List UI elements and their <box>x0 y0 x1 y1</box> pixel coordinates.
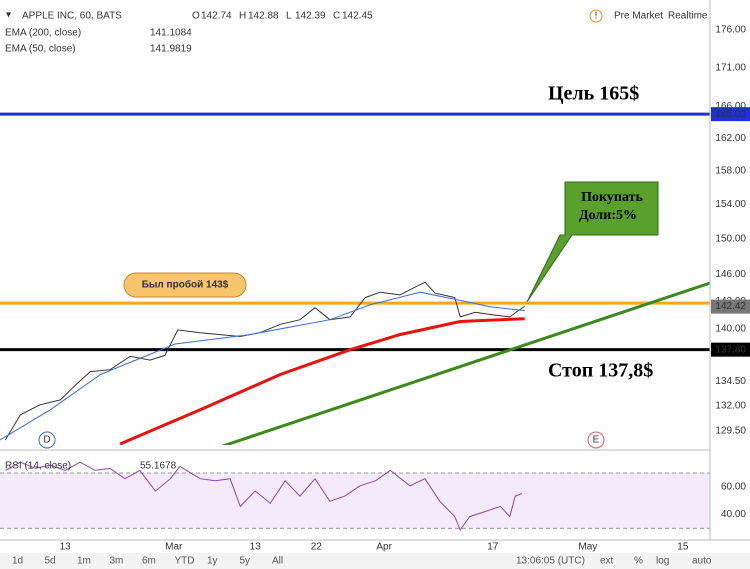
broken-callout <box>123 272 247 298</box>
legend-name: EMA (200, close) <box>5 28 81 39</box>
y-tick-label: 134.50 <box>715 376 746 387</box>
alert-icon-mark: ! <box>595 11 598 22</box>
level-label: 165.03 <box>715 109 746 120</box>
rsi-value: 55.1678 <box>140 461 177 472</box>
ohlc-value: 142.45 <box>342 11 373 22</box>
range-button[interactable]: All <box>272 556 283 567</box>
y-tick-label: 40.00 <box>721 509 746 520</box>
series-line <box>119 317 525 445</box>
ohlc-value: 142.39 <box>295 11 326 22</box>
ohlc-label: O <box>192 11 200 22</box>
event-marker[interactable] <box>587 431 605 449</box>
event-marker-label: D <box>43 435 50 446</box>
y-tick-label: 162.00 <box>715 133 746 144</box>
stop-annotation: Стоп 137,8$ <box>548 360 653 382</box>
broken-annotation: Был пробой 143$ <box>142 279 229 291</box>
event-marker[interactable] <box>38 431 56 449</box>
range-button[interactable]: 1d <box>12 556 23 567</box>
y-tick-label: 60.00 <box>721 481 746 492</box>
x-tick-label: Mar <box>165 542 183 553</box>
x-tick-label: 13 <box>60 542 72 553</box>
range-button[interactable]: YTD <box>175 556 195 567</box>
target-annotation: Цель 165$ <box>548 83 639 105</box>
ohlc-label: L <box>286 11 292 22</box>
series-line <box>0 291 525 441</box>
y-tick-label: 166.00 <box>715 101 746 112</box>
range-button[interactable]: 1m <box>77 556 91 567</box>
y-tick-label: 154.00 <box>715 199 746 210</box>
level-label-box <box>711 342 750 357</box>
option-button[interactable]: auto <box>692 556 712 567</box>
legend-value: 141.1084 <box>150 28 192 39</box>
alert-icon[interactable] <box>589 9 603 23</box>
x-tick-label: Apr <box>376 542 392 553</box>
rsi-title: RSI (14, close) <box>5 461 71 472</box>
rsi-band <box>0 473 710 529</box>
range-button[interactable]: 5d <box>45 556 56 567</box>
y-tick-label: 146.00 <box>715 269 746 280</box>
bottom-bar <box>0 553 750 569</box>
y-tick-label: 171.00 <box>715 62 746 73</box>
last-price-box <box>711 299 750 314</box>
range-button[interactable]: 5y <box>240 556 251 567</box>
x-tick-label: May <box>578 542 597 553</box>
x-tick-label: 17 <box>487 542 499 553</box>
y-tick-label: 176.00 <box>715 25 746 36</box>
series-line <box>4 281 525 441</box>
ohlc-value: 142.88 <box>248 11 279 22</box>
trend-line <box>221 281 710 445</box>
collapse-arrow[interactable]: ▾ <box>6 10 11 21</box>
ohlc-label: C <box>333 11 340 22</box>
event-marker-label: E <box>593 435 600 446</box>
option-button[interactable]: % <box>634 556 643 567</box>
series-line <box>5 461 523 531</box>
pre-market: Pre Market <box>614 11 663 22</box>
legend-value: 141.9819 <box>150 44 192 55</box>
legend-name: EMA (50, close) <box>5 44 76 55</box>
buy-callout <box>526 181 659 303</box>
ohlc-value: 142.74 <box>201 11 232 22</box>
y-tick-label: 132.00 <box>715 400 746 411</box>
range-button[interactable]: 3m <box>110 556 124 567</box>
buy-annotation: Покупать <box>581 190 643 205</box>
buy-annotation: Доли:5% <box>579 208 637 223</box>
symbol: APPLE INC, 60, BATS <box>22 11 122 22</box>
last-price: 142.42 <box>715 301 746 312</box>
ohlc-label: H <box>239 11 246 22</box>
option-button[interactable]: ext <box>600 556 614 567</box>
y-tick-label: 150.00 <box>715 234 746 245</box>
y-tick-label: 140.00 <box>715 324 746 335</box>
x-tick-label: 15 <box>677 542 689 553</box>
x-tick-label: 22 <box>311 542 323 553</box>
option-button[interactable]: log <box>656 556 669 567</box>
clock: 13:06:05 (UTC) <box>516 556 585 567</box>
range-button[interactable]: 1y <box>207 556 218 567</box>
range-button[interactable]: 6m <box>142 556 156 567</box>
y-tick-label: 158.00 <box>715 166 746 177</box>
level-label: 137.80 <box>715 344 746 355</box>
y-tick-label: 129.50 <box>715 425 746 436</box>
x-tick-label: 13 <box>250 542 262 553</box>
level-label-box <box>711 107 750 122</box>
realtime: Realtime <box>668 11 708 22</box>
